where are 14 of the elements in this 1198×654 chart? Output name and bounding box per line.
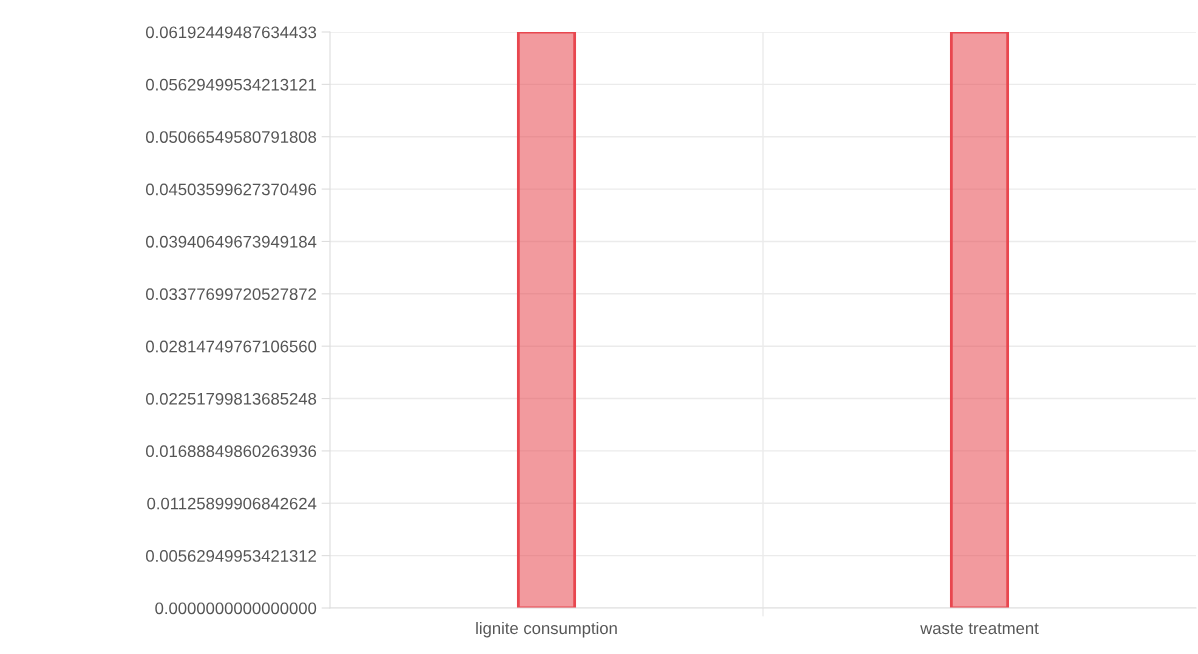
y-tick-label: 0.02251799813685248 <box>146 392 317 405</box>
y-tick-label: 0.04503599627370496 <box>146 183 317 196</box>
y-tick-label: 0.03377699720527872 <box>146 288 316 301</box>
y-tick-label: 0.06192449487634433 <box>146 26 317 39</box>
y-tick-label: 0.05629499534213121 <box>146 78 317 91</box>
y-tick-label: 0.01125899906842624 <box>147 497 317 510</box>
x-tick-label: waste treatment <box>920 623 1039 635</box>
y-tick-label: 0.02814749767106560 <box>146 340 317 353</box>
x-tick-label: lignite consumption <box>476 621 617 638</box>
y-tick-label: 0.05066549580791808 <box>146 131 317 143</box>
y-tick-label: 0.00562949953421312 <box>146 550 316 562</box>
y-tick-label: 0.03940649673949184 <box>146 235 317 248</box>
y-tick-label: 0.0000000000000000 <box>155 602 317 615</box>
y-tick-label: 0.01688849860263936 <box>146 445 317 458</box>
